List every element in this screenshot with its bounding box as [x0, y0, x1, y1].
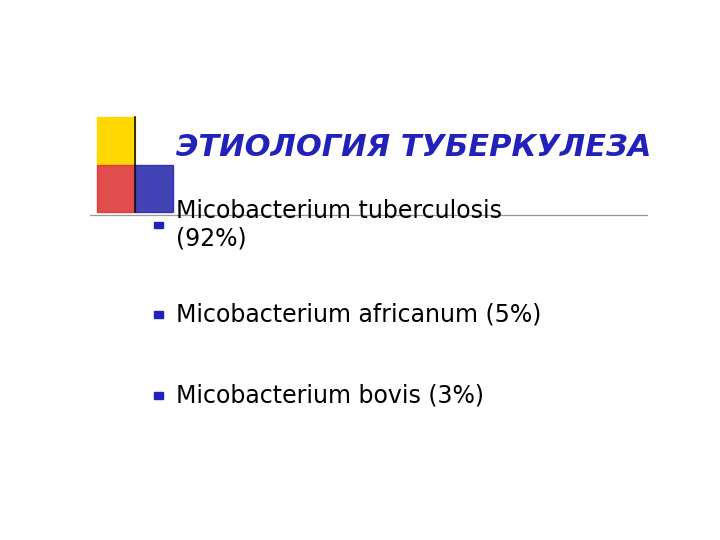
Bar: [154, 221, 163, 228]
Bar: [154, 392, 163, 399]
Bar: [96, 165, 135, 212]
Bar: [135, 165, 173, 212]
Bar: [154, 311, 163, 318]
Text: ЭТИОЛОГИЯ ТУБЕРКУЛЕЗА: ЭТИОЛОГИЯ ТУБЕРКУЛЕЗА: [176, 133, 652, 163]
Bar: [96, 117, 135, 165]
Text: Micobacterium africanum (5%): Micobacterium africanum (5%): [176, 302, 542, 326]
Text: Micobacterium bovis (3%): Micobacterium bovis (3%): [176, 383, 485, 407]
Text: Micobacterium tuberculosis
(92%): Micobacterium tuberculosis (92%): [176, 199, 503, 251]
